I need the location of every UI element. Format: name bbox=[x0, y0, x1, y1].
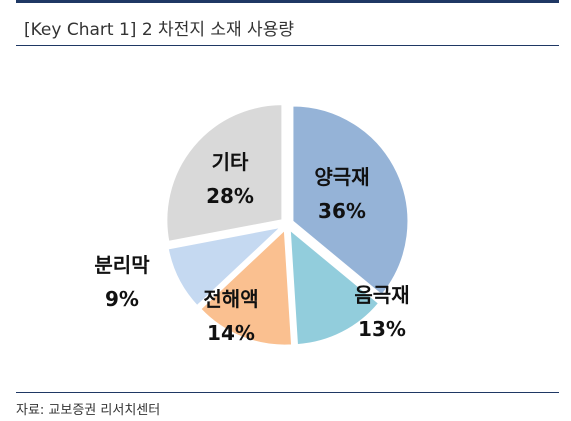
label-cathode-value: 36% bbox=[318, 199, 366, 223]
label-anode-name: 음극재 bbox=[354, 283, 410, 307]
footer-divider bbox=[16, 392, 559, 393]
label-separator-name: 분리막 bbox=[94, 253, 150, 277]
slice-electrolyte bbox=[198, 227, 294, 347]
slice-separator bbox=[166, 225, 285, 308]
slice-anode bbox=[288, 227, 381, 347]
slice-cathode bbox=[291, 104, 410, 297]
label-anode-value: 13% bbox=[358, 317, 406, 341]
chart-title: [Key Chart 1] 2 차전지 소재 사용량 bbox=[24, 20, 294, 40]
label-cathode-name: 양극재 bbox=[314, 165, 370, 189]
source-note: 자료: 교보증권 리서치센터 bbox=[16, 403, 161, 418]
title-bar: [Key Chart 1] 2 차전지 소재 사용량 bbox=[16, 0, 559, 46]
label-other: 기타 28% bbox=[206, 145, 254, 213]
label-electrolyte-value: 14% bbox=[207, 321, 255, 345]
label-other-value: 28% bbox=[206, 184, 254, 208]
label-electrolyte: 전해액 14% bbox=[203, 282, 258, 350]
pie-chart: 양극재 36% 음극재 13% 전해액 14% 분리막 9% 기타 28% bbox=[16, 60, 559, 380]
label-separator: 분리막 9% bbox=[94, 248, 149, 316]
label-anode: 음극재 13% bbox=[354, 278, 409, 346]
pie-svg bbox=[165, 103, 410, 347]
label-other-name: 기타 bbox=[211, 150, 249, 174]
label-separator-value: 9% bbox=[105, 287, 139, 311]
label-electrolyte-name: 전해액 bbox=[203, 287, 259, 311]
slice-other bbox=[165, 103, 284, 244]
label-cathode: 양극재 36% bbox=[314, 160, 369, 228]
